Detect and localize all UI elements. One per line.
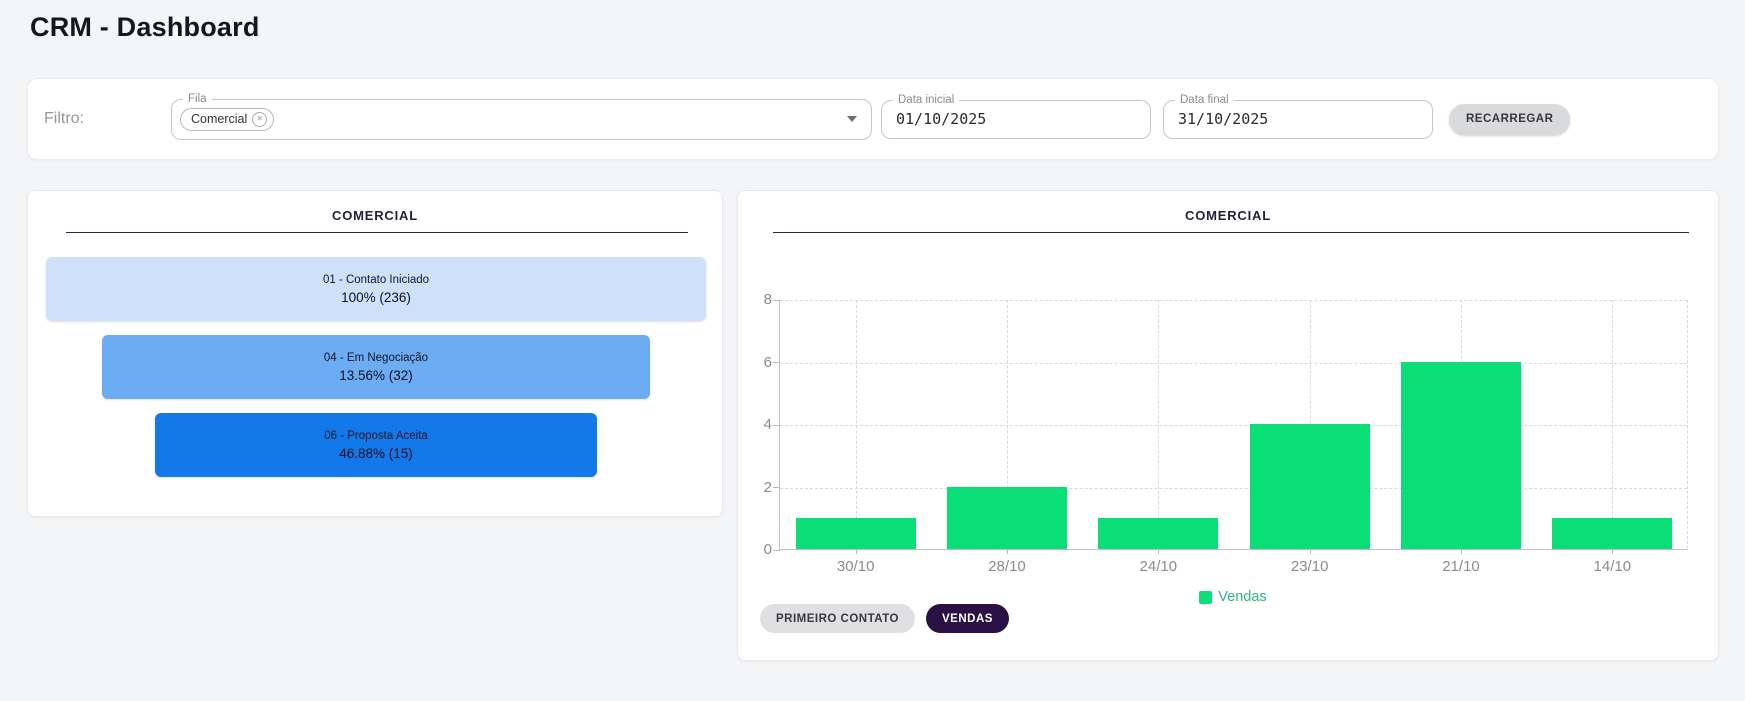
x-axis-label: 30/10 bbox=[836, 558, 875, 575]
circle-x-icon[interactable]: ✕ bbox=[252, 111, 268, 127]
funnel-title-rule bbox=[66, 232, 688, 233]
x-axis-tick bbox=[855, 549, 857, 554]
funnel-title: COMERCIAL bbox=[332, 208, 418, 223]
h-gridline bbox=[780, 362, 1687, 364]
data-inicial-field: Data inicial bbox=[881, 92, 1151, 139]
x-axis-tick bbox=[1007, 549, 1008, 554]
chart-bar-30-10[interactable] bbox=[795, 517, 916, 549]
funnel-stage-label: 06 - Proposta Aceita bbox=[324, 429, 428, 442]
y-axis-tick bbox=[773, 549, 780, 551]
v-gridline bbox=[1158, 300, 1160, 549]
funnel-stage[interactable]: 01 - Contato Iniciado 100% (236) bbox=[46, 257, 706, 321]
y-axis-label: 8 bbox=[763, 291, 772, 308]
chart-title: COMERCIAL bbox=[1185, 208, 1271, 223]
y-axis-label: 4 bbox=[763, 416, 772, 433]
x-axis-label: 14/10 bbox=[1593, 558, 1632, 575]
funnel-card: COMERCIAL 01 - Contato Iniciado 100% (236… bbox=[27, 190, 723, 517]
funnel-stage-value: 100% (236) bbox=[341, 289, 411, 305]
chart-title-rule bbox=[773, 232, 1689, 233]
x-axis-tick bbox=[1461, 549, 1462, 554]
chart-bar-23-10[interactable] bbox=[1249, 424, 1370, 549]
x-axis-tick bbox=[1309, 549, 1311, 554]
filter-label: Filtro: bbox=[44, 110, 84, 127]
h-gridline bbox=[780, 425, 1687, 426]
data-final-field: Data final bbox=[1163, 92, 1433, 139]
filter-bar: Filtro: Fila Comercial ✕ Data inicial Da… bbox=[27, 78, 1719, 160]
bar-chart-plot: 0 2 4 6 8 30/10 28/10 24/10 23/10 21/10 14/10 bbox=[764, 291, 1688, 575]
x-axis-tick bbox=[1158, 549, 1160, 554]
fila-select[interactable]: Fila Comercial ✕ bbox=[171, 91, 872, 140]
v-gridline bbox=[1612, 300, 1614, 549]
page-title: CRM - Dashboard bbox=[30, 12, 260, 42]
y-axis-tick bbox=[773, 362, 780, 363]
x-axis-label: 23/10 bbox=[1290, 558, 1329, 575]
x-axis-label: 28/10 bbox=[988, 558, 1026, 575]
data-final-label: Data final bbox=[1175, 92, 1234, 107]
series-chip-vendas[interactable]: VENDAS bbox=[926, 604, 1009, 633]
fila-selected-chip[interactable]: Comercial ✕ bbox=[180, 107, 275, 131]
funnel-stage-value: 46.88% (15) bbox=[339, 445, 413, 461]
h-gridline bbox=[780, 487, 1687, 489]
chart-card: COMERCIAL 0 2 4 6 8 30/10 28/10 24/10 23/10 21/10… bbox=[737, 190, 1719, 661]
data-inicial-label: Data inicial bbox=[893, 92, 960, 107]
chart-bar-21-10[interactable] bbox=[1401, 361, 1521, 549]
fila-chip-label: Comercial bbox=[191, 112, 248, 126]
funnel-stage[interactable]: 04 - Em Negociação 13.56% (32) bbox=[102, 335, 650, 399]
v-gridline bbox=[1007, 300, 1008, 549]
y-axis-tick bbox=[773, 299, 780, 301]
funnel-stage-label: 04 - Em Negociação bbox=[323, 351, 429, 364]
funnel-stage-label: 01 - Contato Iniciado bbox=[322, 273, 430, 286]
recarregar-button[interactable]: RECARREGAR bbox=[1449, 103, 1571, 135]
y-axis-label: 0 bbox=[763, 541, 772, 558]
series-chip-primeiro-contato[interactable]: PRIMEIRO CONTATO bbox=[760, 604, 915, 633]
legend-label: Vendas bbox=[1218, 589, 1267, 605]
chart-bar-14-10[interactable] bbox=[1552, 517, 1673, 549]
y-axis-tick bbox=[773, 487, 780, 488]
y-axis-label: 2 bbox=[763, 478, 772, 496]
h-gridline bbox=[780, 300, 1687, 301]
funnel-stages: 01 - Contato Iniciado 100% (236) 04 - Em N… bbox=[28, 257, 722, 477]
chart-legend[interactable]: Vendas bbox=[779, 589, 1687, 605]
x-axis-label: 21/10 bbox=[1442, 558, 1480, 575]
x-axis-label: 24/10 bbox=[1139, 558, 1178, 575]
series-chips: PRIMEIRO CONTATO VENDAS bbox=[760, 604, 1009, 633]
legend-marker-icon bbox=[1199, 590, 1213, 604]
chart-bar-24-10[interactable] bbox=[1098, 517, 1219, 549]
v-gridline-right-edge bbox=[1687, 300, 1688, 549]
data-inicial-input[interactable] bbox=[882, 100, 1150, 138]
fila-select-label: Fila bbox=[183, 91, 212, 106]
funnel-stage-value: 13.56% (32) bbox=[339, 367, 413, 383]
x-axis-tick bbox=[1612, 549, 1614, 554]
funnel-stage[interactable]: 06 - Proposta Aceita 46.88% (15) bbox=[154, 413, 598, 477]
y-axis-label: 6 bbox=[763, 353, 772, 371]
data-final-input[interactable] bbox=[1164, 100, 1432, 138]
v-gridline bbox=[855, 300, 857, 549]
y-axis-tick bbox=[773, 424, 780, 426]
chevron-down-icon[interactable] bbox=[847, 116, 857, 122]
chart-bar-28-10[interactable] bbox=[947, 486, 1067, 549]
